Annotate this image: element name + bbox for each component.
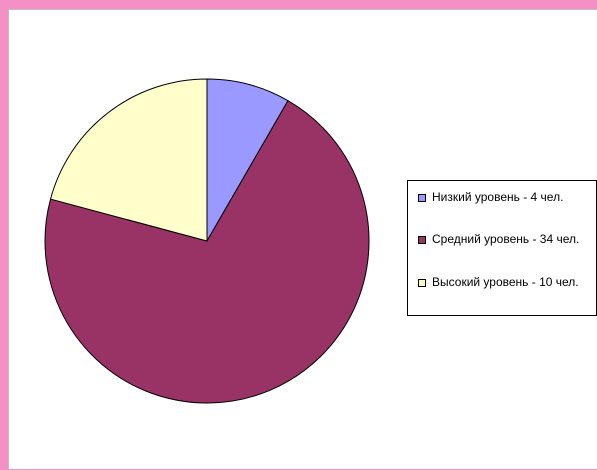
pie-chart: [44, 78, 370, 404]
legend-label-medium: Средний уровень - 34 чел.: [432, 232, 580, 246]
legend-swatch-medium: [418, 236, 426, 244]
legend-label-low: Низкий уровень - 4 чел.: [432, 190, 564, 204]
chart-area: Низкий уровень - 4 чел. Средний уровень …: [8, 9, 597, 469]
legend-item-medium: Средний уровень - 34 чел.: [418, 233, 596, 246]
legend-swatch-high: [418, 279, 426, 287]
pie-slice-high: [49, 78, 208, 242]
legend-item-high: Высокий уровень - 10 чел.: [418, 276, 596, 289]
legend-label-high: Высокий уровень - 10 чел.: [432, 275, 579, 289]
legend-item-low: Низкий уровень - 4 чел.: [418, 191, 596, 204]
legend-swatch-low: [418, 194, 426, 202]
legend: Низкий уровень - 4 чел. Средний уровень …: [407, 180, 597, 316]
pie-slice-medium: [44, 100, 370, 404]
